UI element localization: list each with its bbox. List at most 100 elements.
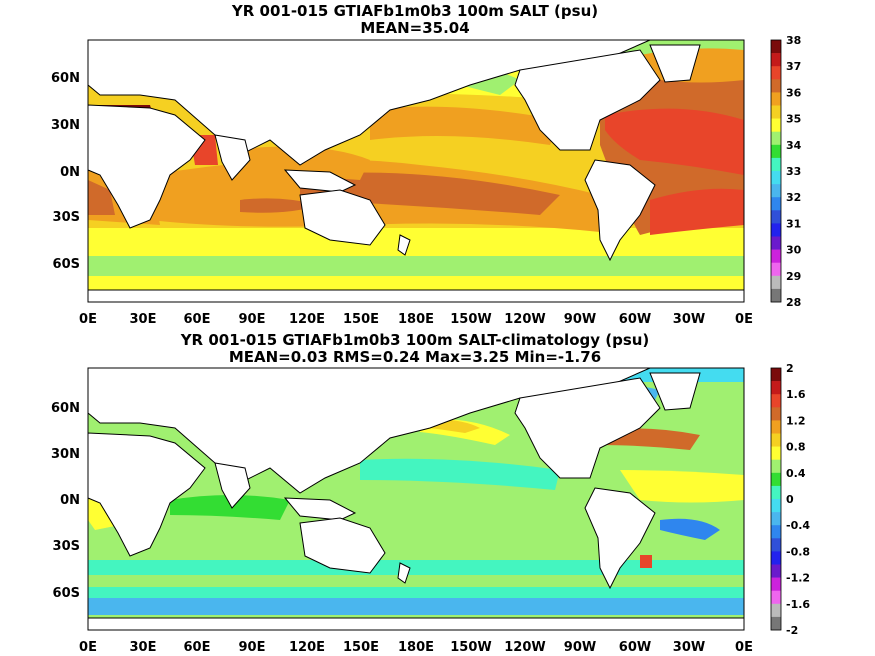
lon-axis: 0E 30E 60E 90E 120E 150E 180E 150W 120W … — [79, 312, 753, 327]
anomaly-atlantic-tropical — [620, 470, 744, 503]
lon-tick-label: 150E — [343, 640, 379, 655]
colorbar-swatch — [771, 446, 781, 460]
colorbar-swatch — [771, 171, 781, 185]
lat-tick-label: 60N — [51, 71, 80, 86]
lon-tick-label: 30W — [673, 312, 705, 327]
panel-title: YR 001-015 GTIAFb1m0b3 100m SALT (psu) — [231, 2, 598, 20]
lon-tick-label: 0E — [79, 640, 97, 655]
india — [214, 462, 251, 509]
lon-tick-label: 0E — [735, 640, 753, 655]
salinity-south-atlantic-max — [88, 180, 115, 215]
colorbar-tick-label: 35 — [786, 113, 801, 126]
colorbar-tick-label: 0 — [786, 493, 794, 506]
colorbar-swatch — [771, 105, 781, 119]
lat-tick-label: 30S — [53, 539, 80, 554]
land-masses — [87, 367, 745, 631]
north-america — [514, 377, 661, 479]
lon-tick-label: 120E — [289, 640, 325, 655]
map-frame — [87, 39, 745, 303]
salinity-max-indian — [240, 198, 320, 213]
colorbar-tick-label: 34 — [786, 139, 802, 152]
colorbar-swatch — [771, 368, 781, 382]
new-zealand — [397, 234, 411, 256]
colorbar-swatch — [771, 144, 781, 159]
greenland — [649, 372, 701, 411]
indonesia — [283, 169, 357, 193]
lon-tick-label: 120E — [289, 312, 325, 327]
lon-tick-label: 30W — [673, 640, 705, 655]
colorbar-swatch — [771, 197, 781, 211]
lon-tick-label: 60W — [619, 640, 651, 655]
colorbar-frame — [770, 367, 782, 631]
colorbar-tick-label: 37 — [786, 60, 801, 73]
north-america — [514, 49, 661, 151]
lon-tick-label: 30E — [130, 312, 157, 327]
new-zealand — [397, 562, 411, 584]
lon-tick-label: 150W — [450, 640, 491, 655]
colorbar-swatch — [771, 210, 781, 224]
colorbar-swatch — [771, 157, 781, 172]
colorbar-swatch — [771, 66, 781, 80]
lat-tick-label: 60S — [53, 586, 80, 601]
colorbar-swatch — [771, 249, 781, 263]
anomaly-colorbar: 2 1.6 1.2 0.8 0.4 0 -0.4 -0.8 -1.2 -1.6 -2 — [770, 362, 810, 637]
colorbar-tick-label: -2 — [786, 624, 798, 637]
antarctica — [87, 289, 745, 303]
colorbar-swatch — [771, 381, 781, 395]
colorbar-swatch — [771, 40, 781, 54]
colorbar-swatch — [771, 118, 781, 132]
salinity-max-south-pacific — [300, 172, 560, 215]
colorbar-swatch — [771, 288, 781, 303]
lat-tick-label: 0N — [60, 493, 80, 508]
lat-tick-label: 30N — [51, 447, 80, 462]
salinity-band-southern — [88, 228, 744, 256]
lon-tick-label: 180E — [398, 640, 434, 655]
salinity-band-antarctic — [88, 256, 744, 276]
colorbar-swatch — [771, 262, 781, 277]
colorbar-tick-label: 38 — [786, 34, 801, 47]
lat-tick-label: 30N — [51, 118, 80, 133]
colorbar-tick-label: 1.6 — [786, 388, 806, 401]
panel-subtitle: MEAN=0.03 RMS=0.24 Max=3.25 Min=-1.76 — [229, 348, 601, 366]
lon-tick-label: 120W — [504, 312, 545, 327]
antarctica — [87, 617, 745, 631]
colorbar-tick-label: -1.2 — [786, 572, 810, 585]
anomaly-indian-mid — [170, 495, 290, 520]
salinity-colorbar: 38 37 36 35 34 33 32 31 30 29 28 — [770, 34, 802, 309]
colorbar-tick-label: -1.6 — [786, 598, 810, 611]
colorbar-swatch — [771, 551, 781, 565]
colorbar-swatch — [771, 223, 781, 237]
colorbar-swatch — [771, 538, 781, 552]
colorbar-swatch — [771, 407, 781, 421]
colorbar-tick-label: 0.8 — [786, 441, 806, 454]
anomaly-panel: YR 001-015 GTIAFb1m0b3 100m SALT-climato… — [51, 331, 810, 655]
colorbar-swatch — [771, 564, 781, 578]
australia — [299, 517, 386, 574]
africa — [87, 432, 206, 557]
lat-tick-label: 30S — [53, 210, 80, 225]
lat-tick-label: 60N — [51, 401, 80, 416]
salinity-north-atlantic-max — [605, 108, 744, 175]
india — [214, 134, 251, 181]
lon-tick-label: 120W — [504, 640, 545, 655]
lon-tick-label: 150W — [450, 312, 491, 327]
colorbar-tick-label: 30 — [786, 244, 802, 257]
lon-tick-label: 60E — [184, 640, 211, 655]
lon-tick-label: 0E — [79, 312, 97, 327]
lat-tick-label: 60S — [53, 257, 80, 272]
panel-title: YR 001-015 GTIAFb1m0b3 100m SALT-climato… — [180, 331, 650, 349]
colorbar-swatch — [771, 79, 781, 93]
colorbar-swatch — [771, 590, 781, 605]
colorbar-tick-label: -0.8 — [786, 545, 810, 558]
colorbar-tick-label: -0.4 — [786, 519, 810, 532]
greenland — [649, 44, 701, 83]
colorbar-swatch — [771, 53, 781, 67]
anomaly-brazil-malvinas — [640, 555, 652, 568]
colorbar-swatch — [771, 472, 781, 487]
lon-tick-label: 60E — [184, 312, 211, 327]
colorbar-swatch — [771, 394, 781, 408]
colorbar-tick-label: 36 — [786, 86, 802, 99]
colorbar-tick-label: 2 — [786, 362, 794, 375]
